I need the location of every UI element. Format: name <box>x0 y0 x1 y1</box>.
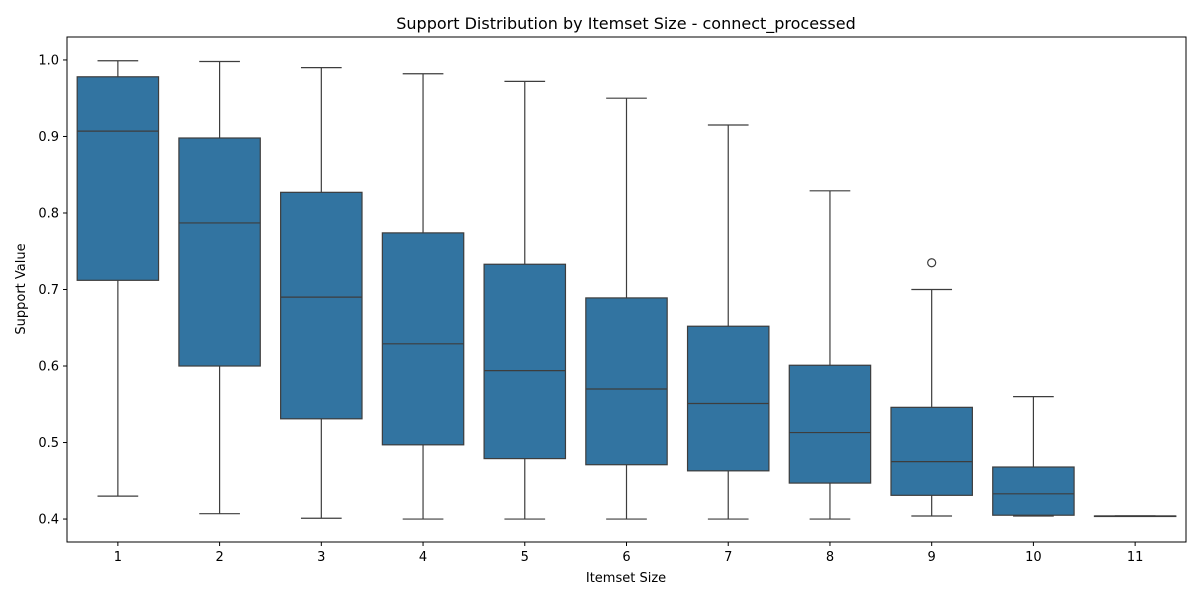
box-iqr <box>890 406 973 496</box>
x-tick-label: 7 <box>724 550 732 565</box>
y-tick-label: 0.8 <box>38 206 59 221</box>
y-tick-label: 0.7 <box>38 283 59 298</box>
box-4 <box>381 73 465 520</box>
x-tick-label: 10 <box>1025 550 1042 565</box>
box-1 <box>76 60 160 497</box>
box-iqr <box>585 297 668 466</box>
box-iqr <box>381 232 465 446</box>
x-tick-label: 11 <box>1127 550 1144 565</box>
x-tick-label: 8 <box>826 550 834 565</box>
outlier-point <box>927 258 937 268</box>
box-7 <box>686 124 770 520</box>
y-tick-label: 1.0 <box>38 53 59 68</box>
box-iqr <box>686 325 770 472</box>
x-tick-label: 5 <box>521 550 529 565</box>
box-6 <box>585 97 668 520</box>
x-axis-label: Itemset Size <box>586 571 666 586</box>
y-axis-label: Support Value <box>14 243 29 334</box>
x-tick-label: 9 <box>928 550 936 565</box>
y-tick-label: 0.4 <box>38 513 59 528</box>
box-9 <box>890 258 973 517</box>
box-iqr <box>178 137 261 367</box>
y-tick-label: 0.6 <box>38 360 59 375</box>
x-tick-label: 3 <box>317 550 325 565</box>
y-tick-label: 0.5 <box>38 436 59 451</box>
chart-title: Support Distribution by Itemset Size - c… <box>396 14 856 34</box>
y-axis: 0.4 0.5 0.6 0.7 0.8 0.9 1.0 <box>38 53 67 528</box>
box-2 <box>178 60 261 515</box>
plot-area <box>76 60 1177 520</box>
box-iqr <box>483 263 567 460</box>
box-iqr <box>788 364 872 484</box>
x-tick-label: 1 <box>114 550 122 565</box>
box-5 <box>483 80 567 520</box>
box-10 <box>992 396 1075 517</box>
x-tick-label: 2 <box>215 550 223 565</box>
box-iqr <box>280 191 363 420</box>
box-iqr <box>992 466 1075 516</box>
box-8 <box>788 190 872 520</box>
x-axis: 1 2 3 4 5 6 7 8 9 10 11 <box>114 542 1144 565</box>
x-tick-label: 4 <box>419 550 427 565</box>
box-iqr <box>76 76 160 281</box>
y-tick-label: 0.9 <box>38 130 59 145</box>
x-tick-label: 6 <box>622 550 630 565</box>
box-11 <box>1093 515 1177 518</box>
box-3 <box>280 67 363 519</box>
